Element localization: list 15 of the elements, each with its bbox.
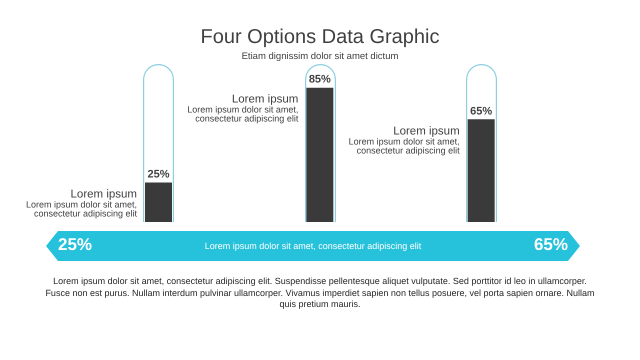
x-tick-label: Lorem ipsum — [393, 125, 460, 138]
data-label: 65% — [470, 105, 492, 118]
text: Lorem ipsum dolor sit amet, consectetur adipiscing elit — [204, 241, 422, 251]
x-tick-label: Lorem ipsum — [70, 188, 137, 200]
chart-title: Four Options Data Graphic — [200, 26, 440, 49]
annotation: Lorem ipsum dolor sit amet, consectetur adipiscing elit — [187, 104, 299, 124]
data-label: 85% — [308, 74, 332, 86]
annotation: Lorem ipsum dolor sit amet, consectetur adipiscing elit — [348, 136, 460, 156]
annotation: Lorem ipsum dolor sit amet, consectetur adipiscing elit — [26, 200, 138, 218]
text: Lorem ipsum dolor sit amet, consectetur adipiscing elit. Suspendisse pellentesque aliquet vulputate. Sed porttitor id leo in ullamcorper. Fusce non est purus. Nullam interdum pulvinar ullamcorper. Vivamus imperdiet sapien non tellus posuere, vel porta sapien ornare. Nullam quis pretium mauris. — [44, 276, 596, 310]
data-label: 25% — [147, 168, 170, 180]
chart-subtitle: Etiam dignissim dolor sit amet dictum — [240, 51, 400, 62]
x-tick-label: Lorem ipsum — [232, 94, 298, 106]
text: 25% — [58, 235, 92, 255]
text: 65% — [534, 235, 568, 255]
